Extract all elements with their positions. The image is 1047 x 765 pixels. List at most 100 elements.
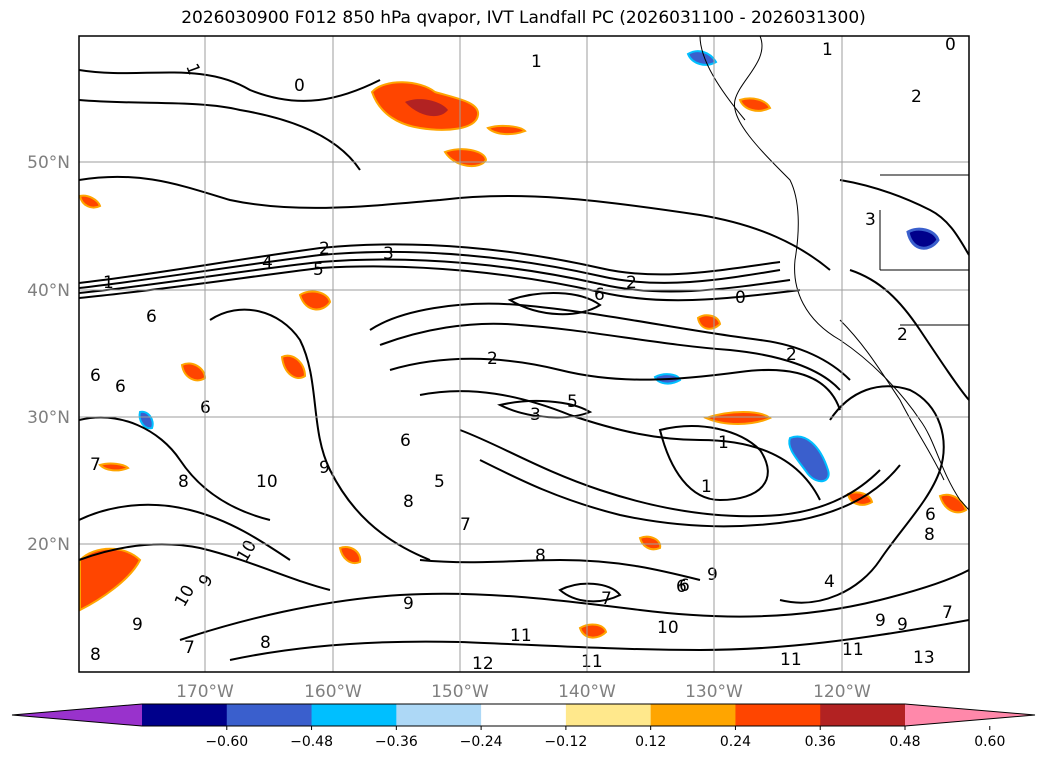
contour-label: 9 bbox=[897, 615, 908, 635]
contour-line bbox=[849, 269, 969, 401]
colorbar: −0.60 −0.48 −0.36 −0.24 −0.12 0.12 0.24 0.36 0.4… bbox=[11, 703, 1036, 750]
contour-label: 2 bbox=[786, 345, 797, 365]
contour-label: 7 bbox=[184, 638, 195, 658]
contour-label: 6 bbox=[679, 576, 690, 596]
contour-label: 6 bbox=[925, 505, 936, 525]
contour-label: 0 bbox=[735, 288, 746, 308]
contour-label: 2 bbox=[487, 349, 498, 369]
colorbar-segment bbox=[650, 704, 736, 726]
colorbar-tick-label: 0.12 bbox=[635, 734, 666, 750]
contour-label: 2 bbox=[626, 273, 637, 293]
contour-label: 2 bbox=[897, 325, 908, 345]
anomaly-patch bbox=[788, 435, 830, 483]
contour-label: 1 bbox=[822, 40, 833, 60]
colorbar-segment bbox=[735, 704, 821, 726]
state-border bbox=[879, 174, 969, 326]
colorbar-extend-max bbox=[905, 704, 1035, 726]
contour-line bbox=[179, 569, 969, 641]
contour-line bbox=[507, 292, 602, 316]
contour-label: 9 bbox=[403, 594, 414, 614]
contour-label: 11 bbox=[510, 626, 532, 646]
colorbar-segment bbox=[820, 704, 906, 726]
colorbar-tick-label: 0.60 bbox=[974, 734, 1005, 750]
colorbar-tick-label: −0.24 bbox=[460, 734, 503, 750]
contour-label: 9 bbox=[707, 565, 718, 585]
lon-label: 130°W bbox=[685, 682, 743, 702]
contour-line bbox=[79, 175, 831, 271]
contour-label: 5 bbox=[434, 472, 445, 492]
map-frame bbox=[78, 35, 970, 673]
contour-label: 4 bbox=[824, 572, 835, 592]
anomaly-patch bbox=[578, 623, 608, 639]
coastline bbox=[839, 319, 945, 481]
colorbar-tick-label: 0.48 bbox=[889, 734, 920, 750]
lon-label: 140°W bbox=[558, 682, 616, 702]
colorbar-tick-label: 0.24 bbox=[720, 734, 751, 750]
contour-label: 8 bbox=[178, 472, 189, 492]
contour-line bbox=[209, 308, 431, 561]
contour-line bbox=[379, 322, 841, 391]
map-background bbox=[79, 36, 969, 672]
anomaly-patch bbox=[280, 354, 307, 379]
contour-line bbox=[658, 425, 769, 502]
contour-label: 1 bbox=[701, 477, 712, 497]
colorbar-extend-min bbox=[12, 704, 142, 726]
anomaly-patch bbox=[703, 411, 772, 425]
contour-label: 8 bbox=[535, 546, 546, 566]
contour-label: 8 bbox=[924, 525, 935, 545]
contour-line bbox=[419, 558, 701, 581]
contour-label: 10 bbox=[256, 472, 278, 492]
contour-line bbox=[79, 243, 781, 284]
lat-label: 20°N bbox=[27, 535, 70, 555]
contour-line bbox=[389, 357, 841, 411]
lon-label: 170°W bbox=[176, 682, 234, 702]
contour-label: 3 bbox=[383, 244, 394, 264]
contour-line bbox=[779, 385, 945, 604]
anomaly-patch bbox=[405, 99, 448, 117]
colorbar-segment bbox=[226, 704, 313, 726]
contour-label: 0 bbox=[945, 35, 956, 55]
anomaly-patch bbox=[79, 194, 102, 209]
colorbar-tick-label: −0.36 bbox=[375, 734, 418, 750]
contour-line bbox=[369, 302, 851, 381]
anomaly-patch bbox=[298, 290, 332, 311]
contour-label: 11 bbox=[780, 650, 802, 670]
contour-label: 6 bbox=[400, 431, 411, 451]
lon-label: 160°W bbox=[304, 682, 362, 702]
contour-label: 3 bbox=[865, 210, 876, 230]
contour-label: 2 bbox=[911, 87, 922, 107]
contour-label: 6 bbox=[115, 377, 126, 397]
contour-label: 1 bbox=[103, 273, 114, 293]
anomaly-patch bbox=[696, 314, 722, 330]
colorbar-tick-label: −0.48 bbox=[290, 734, 333, 750]
contour-label: 6 bbox=[594, 285, 605, 305]
contour-label: 8 bbox=[260, 633, 271, 653]
contour-line bbox=[79, 99, 361, 171]
anomaly-patch bbox=[98, 462, 130, 472]
contour-label: 1 bbox=[718, 433, 729, 453]
contour-label: 13 bbox=[913, 648, 935, 668]
colorbar-tick-label: −0.60 bbox=[205, 734, 248, 750]
longitude-labels: 170°W 160°W 150°W 140°W 130°W 120°W bbox=[176, 682, 871, 702]
coastlines bbox=[699, 36, 969, 511]
anomaly-patch bbox=[686, 50, 718, 66]
contour-line bbox=[79, 265, 801, 302]
latitude-labels: 50°N 40°N 30°N 20°N bbox=[27, 153, 70, 555]
contour-label: 9 bbox=[875, 611, 886, 631]
anomaly-patch bbox=[138, 410, 154, 430]
contour-label: 2 bbox=[319, 239, 330, 259]
lat-label: 30°N bbox=[27, 408, 70, 428]
contour-label: 11 bbox=[842, 640, 864, 660]
contour-line bbox=[497, 399, 593, 419]
colorbar-outline bbox=[11, 703, 1036, 727]
contour-label: 5 bbox=[567, 392, 578, 412]
colorbar-tick-label: −0.12 bbox=[544, 734, 587, 750]
anomaly-patch bbox=[938, 493, 968, 514]
anomaly-patch bbox=[338, 546, 362, 564]
lon-label: 150°W bbox=[431, 682, 489, 702]
coastline bbox=[733, 36, 969, 511]
contour-line bbox=[79, 503, 291, 561]
contour-label: 3 bbox=[530, 405, 541, 425]
contour-label: 6 bbox=[676, 577, 687, 597]
